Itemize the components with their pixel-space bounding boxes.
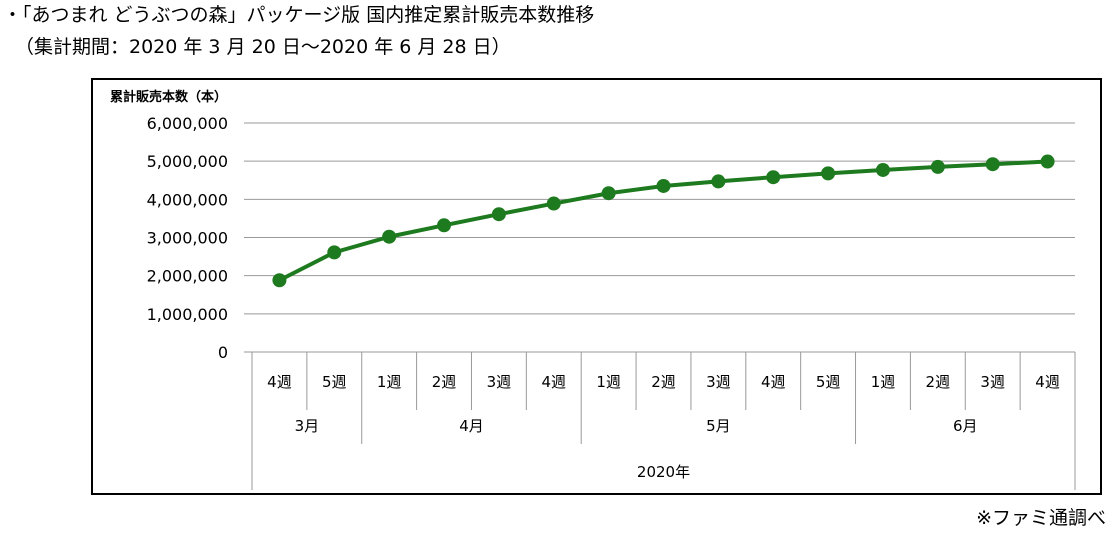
series-line [272, 154, 1055, 288]
data-point [272, 273, 287, 288]
month-label: 3月 [295, 417, 320, 435]
y-tick-label: 0 [218, 343, 228, 362]
month-label: 6月 [953, 417, 978, 435]
month-label: 4月 [459, 417, 484, 435]
x-tick-label: 1週 [377, 373, 402, 391]
x-tick-label: 3週 [706, 373, 731, 391]
data-point [546, 196, 561, 211]
data-point [985, 157, 1000, 172]
x-tick-label: 1週 [596, 373, 621, 391]
x-tick-label: 4週 [267, 373, 292, 391]
x-tick-label: 4週 [541, 373, 566, 391]
x-tick-label: 5週 [816, 373, 841, 391]
y-tick-label: 6,000,000 [147, 114, 228, 133]
month-label: 5月 [706, 417, 731, 435]
x-tick-label: 4週 [761, 373, 786, 391]
x-tick-label: 3週 [980, 373, 1005, 391]
y-tick-label: 1,000,000 [147, 305, 228, 324]
x-tick-label: 2週 [926, 373, 951, 391]
data-point [327, 245, 342, 260]
year-label: 2020年 [637, 463, 690, 481]
data-point [1040, 154, 1055, 169]
source-note: ※ファミ通調べ [976, 507, 1106, 529]
y-tick-labels: 0 1,000,000 2,000,000 3,000,000 4,000,000 5,0… [147, 114, 228, 362]
y-tick-label: 2,000,000 [147, 267, 228, 286]
x-tick-label: 2週 [651, 373, 676, 391]
data-point [437, 218, 452, 233]
y-tick-label: 3,000,000 [147, 229, 228, 248]
x-tick-label: 1週 [871, 373, 896, 391]
x-tick-label: 3週 [487, 373, 512, 391]
data-point [491, 207, 506, 222]
x-tick-label: 4週 [1035, 373, 1060, 391]
y-axis-label: 累計販売本数（本） [110, 89, 227, 105]
data-point [766, 170, 781, 185]
data-point [930, 159, 945, 174]
data-point [821, 166, 836, 181]
x-tick-label: 5週 [322, 373, 347, 391]
chart-frame [91, 78, 1102, 495]
data-point [711, 174, 726, 189]
chart-period: （集計期間：2020 年 3 月 20 日～2020 年 6 月 28 日） [15, 36, 511, 58]
data-point [656, 178, 671, 193]
x-tick-label: 2週 [432, 373, 457, 391]
gridlines [244, 122, 1075, 353]
x-axis: 4週 5週 1週 2週 3週 4週 1週 2週 3週 4週 5週 1週 2週 3週 4週 3月 4月 5月 6月 20… [251, 352, 1076, 490]
y-tick-label: 4,000,000 [147, 190, 228, 209]
data-point [601, 186, 616, 201]
data-point [382, 229, 397, 244]
y-tick-label: 5,000,000 [147, 152, 228, 171]
chart-title: ・「あつまれ どうぶつの森」パッケージ版 国内推定累計販売本数推移 [3, 4, 595, 26]
data-point [875, 162, 890, 177]
